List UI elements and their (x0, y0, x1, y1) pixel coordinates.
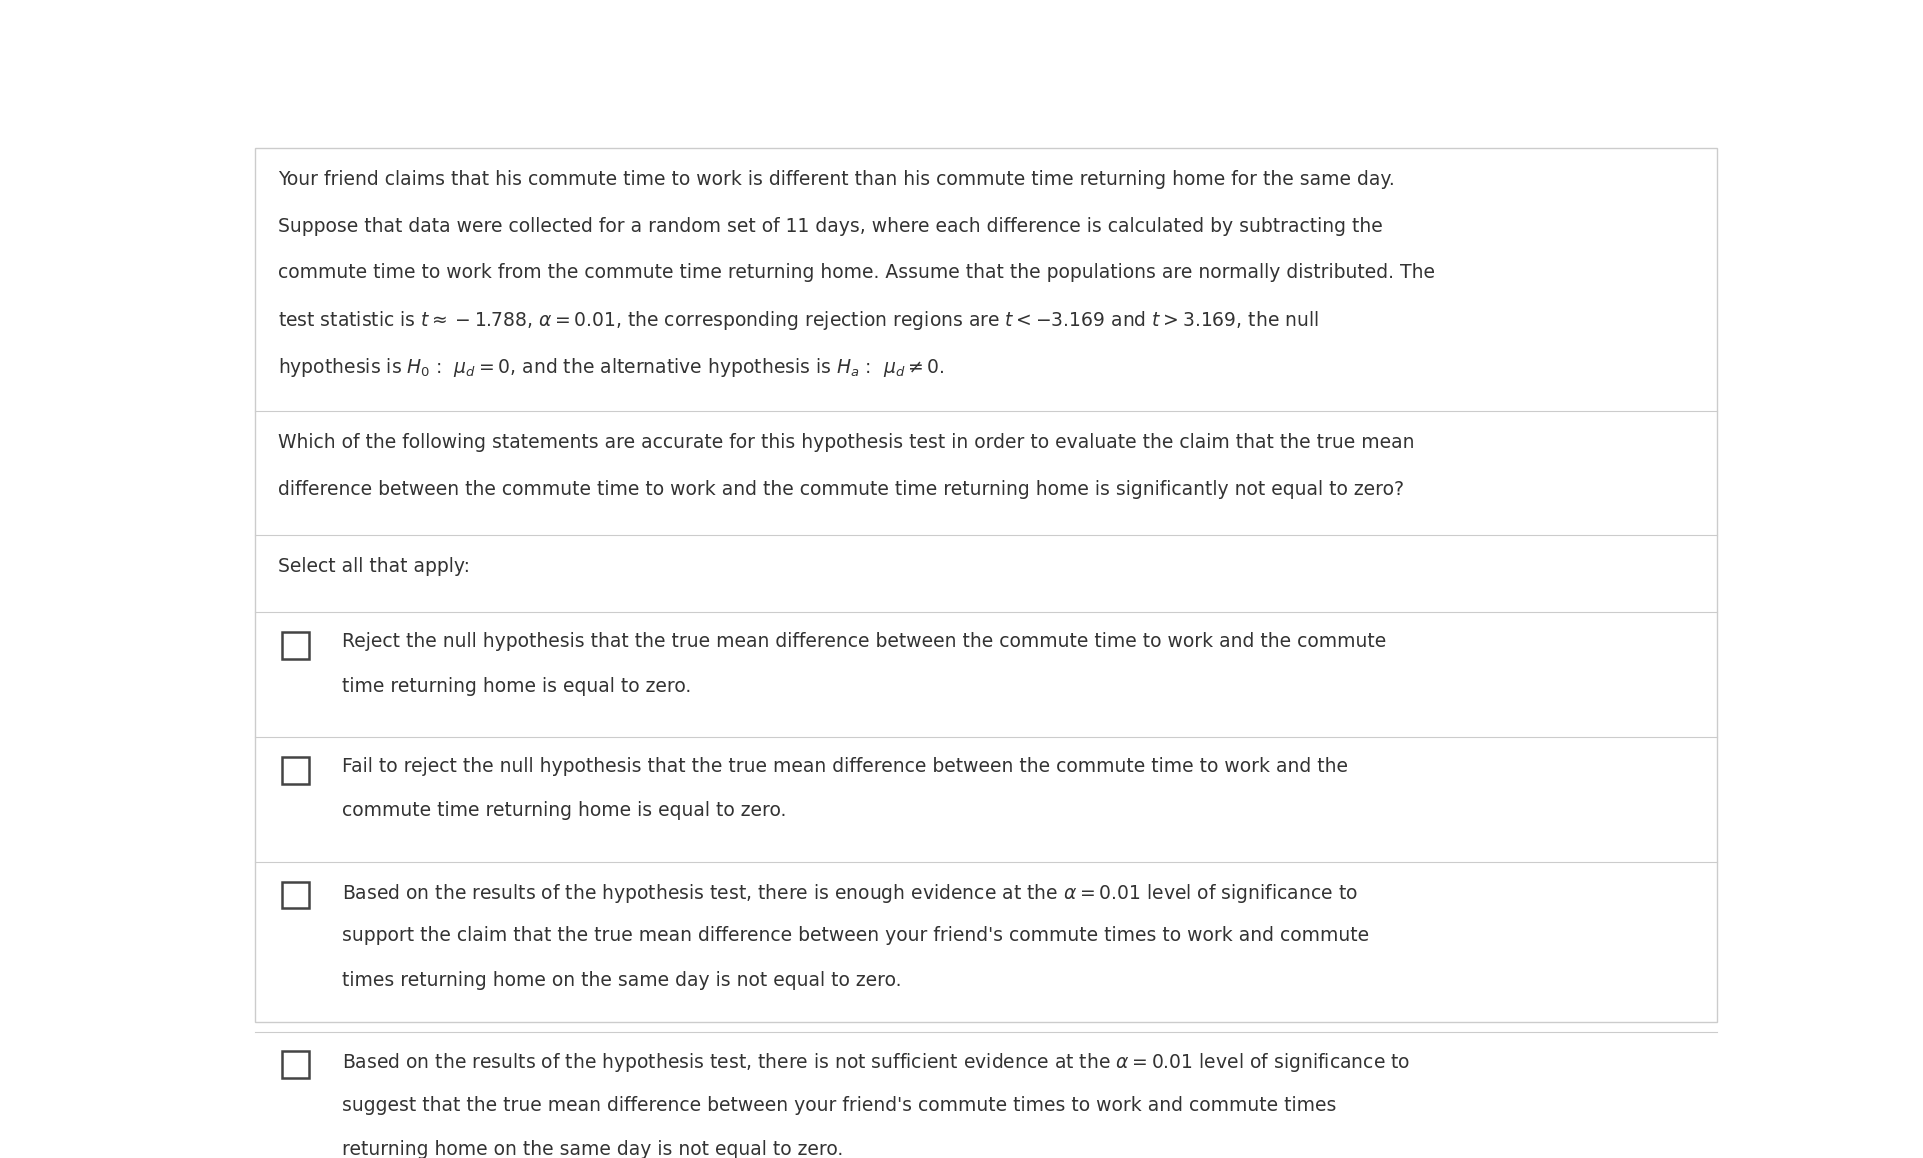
Bar (283, 632, 310, 659)
Text: Fail to reject the null hypothesis that the true mean difference between the com: Fail to reject the null hypothesis that … (342, 757, 1348, 776)
Text: Select all that apply:: Select all that apply: (277, 557, 469, 577)
Text: support the claim that the true mean difference between your friend's commute ti: support the claim that the true mean dif… (342, 926, 1369, 945)
Text: difference between the commute time to work and the commute time returning home : difference between the commute time to w… (277, 479, 1404, 499)
Text: times returning home on the same day is not equal to zero.: times returning home on the same day is … (342, 970, 902, 990)
Text: Which of the following statements are accurate for this hypothesis test in order: Which of the following statements are ac… (277, 433, 1413, 453)
Bar (283, 757, 310, 784)
Text: time returning home is equal to zero.: time returning home is equal to zero. (342, 676, 690, 696)
Text: Reject the null hypothesis that the true mean difference between the commute tim: Reject the null hypothesis that the true… (342, 632, 1385, 651)
Text: test statistic is $t \approx -1.788$, $\alpha = 0.01$, the corresponding rejecti: test statistic is $t \approx -1.788$, $\… (277, 309, 1317, 332)
Text: hypothesis is $H_0$ :  $\mu_d = 0$, and the alternative hypothesis is $H_a$ :  $: hypothesis is $H_0$ : $\mu_d = 0$, and t… (277, 356, 944, 379)
Text: Based on the results of the hypothesis test, there is not sufficient evidence at: Based on the results of the hypothesis t… (342, 1051, 1410, 1075)
Bar (283, 881, 310, 908)
Text: Your friend claims that his commute time to work is different than his commute t: Your friend claims that his commute time… (277, 170, 1394, 189)
Text: commute time returning home is equal to zero.: commute time returning home is equal to … (342, 801, 787, 821)
FancyBboxPatch shape (256, 148, 1715, 1021)
Text: returning home on the same day is not equal to zero.: returning home on the same day is not eq… (342, 1141, 842, 1158)
Bar (283, 1051, 310, 1078)
Text: Suppose that data were collected for a random set of 11 days, where each differe: Suppose that data were collected for a r… (277, 217, 1383, 235)
Text: Based on the results of the hypothesis test, there is enough evidence at the $\a: Based on the results of the hypothesis t… (342, 881, 1358, 904)
Text: commute time to work from the commute time returning home. Assume that the popul: commute time to work from the commute ti… (277, 263, 1435, 281)
Text: suggest that the true mean difference between your friend's commute times to wor: suggest that the true mean difference be… (342, 1095, 1336, 1115)
